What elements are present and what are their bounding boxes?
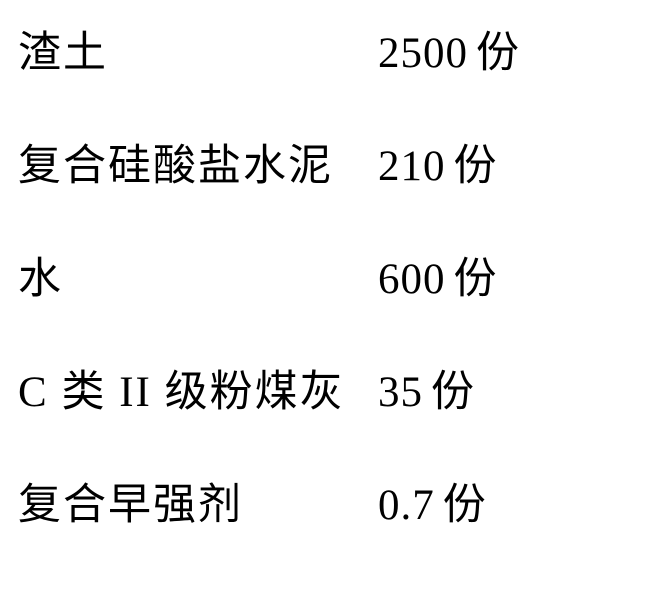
table-row: 水 600份: [18, 258, 660, 301]
ingredient-amount: 210份: [378, 145, 498, 188]
table-row: 复合早强剂 0.7份: [18, 484, 660, 527]
amount-unit: 份: [454, 256, 498, 303]
amount-number: 2500: [378, 32, 468, 75]
amount-unit: 份: [443, 482, 487, 529]
amount-unit: 份: [431, 369, 475, 416]
ingredient-name: 复合早强剂: [18, 484, 378, 527]
ingredient-name: C 类 II 级粉煤灰: [18, 371, 378, 414]
table-row: 渣土 2500份: [18, 32, 660, 75]
amount-number: 35: [378, 371, 423, 414]
table-row: C 类 II 级粉煤灰 35份: [18, 371, 660, 414]
amount-unit: 份: [476, 30, 520, 77]
ingredient-amount: 600份: [378, 258, 498, 301]
ingredient-name: 复合硅酸盐水泥: [18, 145, 378, 188]
amount-number: 210: [378, 145, 446, 188]
ingredient-amount: 2500份: [378, 32, 520, 75]
ingredient-amount: 35份: [378, 371, 475, 414]
amount-number: 0.7: [378, 484, 435, 527]
ingredient-name: 水: [18, 258, 378, 301]
table-row: 复合硅酸盐水泥 210份: [18, 145, 660, 188]
ingredient-name: 渣土: [18, 32, 378, 75]
amount-number: 600: [378, 258, 446, 301]
amount-unit: 份: [454, 143, 498, 190]
ingredients-table: 渣土 2500份 复合硅酸盐水泥 210份 水 600份 C 类 II 级粉煤灰…: [0, 0, 670, 592]
ingredient-amount: 0.7份: [378, 484, 487, 527]
